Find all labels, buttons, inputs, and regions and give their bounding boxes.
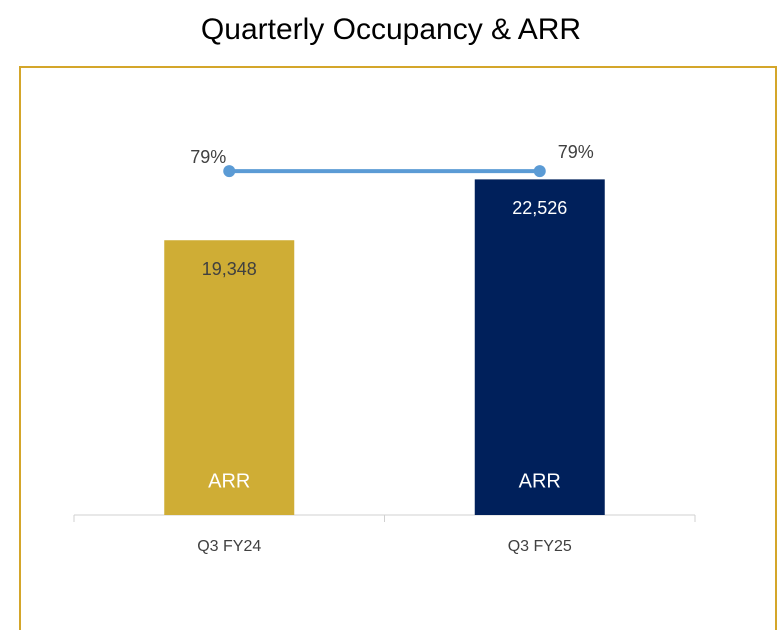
line-value-label: 79% [558,142,594,162]
bar [474,179,605,515]
bar-series-label: ARR [519,470,561,492]
bar-series-label: ARR [208,470,250,492]
line-point [533,165,546,178]
x-tick-label: Q3 FY25 [508,538,572,555]
bar-value-label: 19,348 [202,259,257,279]
line-value-label: 79% [190,147,226,167]
bar [164,240,295,516]
line-point [223,165,236,178]
x-tick-label: Q3 FY24 [197,538,261,555]
chart-frame [19,66,777,630]
bar-value-label: 22,526 [512,198,567,218]
chart-title: Quarterly Occupancy & ARR [201,13,581,46]
